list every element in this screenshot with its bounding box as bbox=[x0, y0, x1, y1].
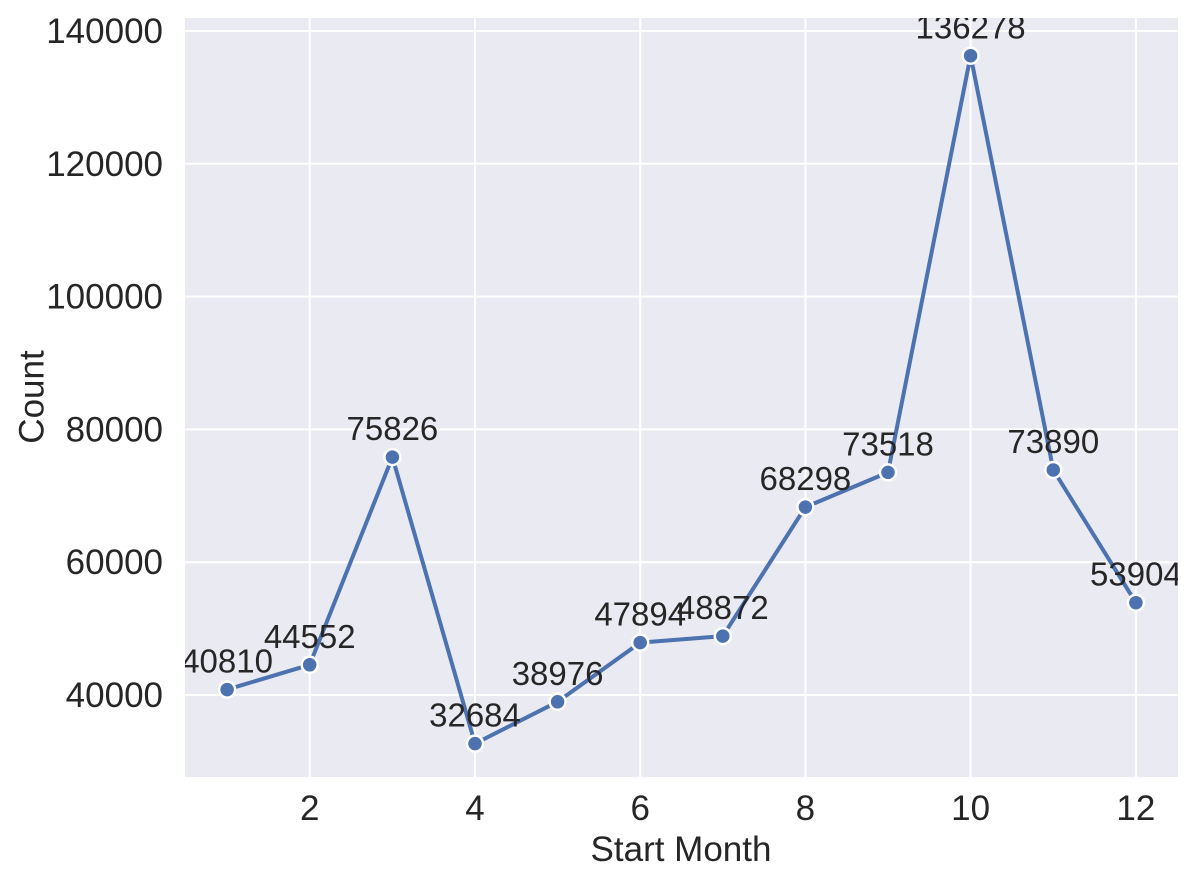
data-point bbox=[465, 734, 485, 753]
point-label: 32684 bbox=[429, 697, 521, 734]
point-label: 44552 bbox=[264, 618, 356, 655]
y-tick-label: 40000 bbox=[66, 676, 163, 715]
data-line bbox=[225, 53, 1138, 746]
y-axis-title: Count bbox=[12, 350, 52, 444]
y-tick-label: 80000 bbox=[66, 410, 163, 449]
data-point bbox=[630, 633, 650, 652]
plot-area bbox=[185, 18, 1178, 777]
data-point bbox=[713, 626, 733, 646]
data-point bbox=[1044, 460, 1063, 480]
data-point bbox=[796, 497, 815, 517]
data-point bbox=[383, 447, 402, 467]
point-label: 48872 bbox=[677, 589, 769, 626]
y-tick-label: 140000 bbox=[46, 12, 163, 51]
point-label: 75826 bbox=[347, 410, 439, 447]
point-label: 68298 bbox=[760, 460, 852, 497]
x-tick-label: 8 bbox=[796, 789, 815, 828]
x-tick-label: 4 bbox=[465, 789, 484, 828]
x-tick-label: 10 bbox=[951, 789, 990, 828]
x-tick-label: 12 bbox=[1116, 789, 1155, 828]
data-point bbox=[961, 46, 980, 65]
point-label: 73518 bbox=[842, 425, 934, 462]
data-point bbox=[217, 680, 237, 699]
point-label: 53904 bbox=[1090, 556, 1182, 593]
data-point bbox=[1126, 593, 1146, 612]
point-label: 136278 bbox=[916, 9, 1026, 46]
x-tick-label: 6 bbox=[630, 789, 649, 828]
data-point bbox=[878, 463, 898, 482]
point-label: 38976 bbox=[512, 655, 604, 692]
y-tick-label: 60000 bbox=[66, 543, 163, 582]
x-tick-label: 2 bbox=[300, 789, 319, 828]
point-label: 47894 bbox=[594, 596, 686, 633]
data-point bbox=[548, 692, 567, 712]
point-label: 73890 bbox=[1007, 423, 1099, 460]
x-axis-title: Start Month bbox=[590, 830, 772, 869]
y-tick-label: 120000 bbox=[46, 145, 163, 184]
point-label: 40810 bbox=[181, 643, 273, 680]
y-tick-label: 100000 bbox=[46, 278, 163, 317]
data-point bbox=[300, 655, 319, 675]
